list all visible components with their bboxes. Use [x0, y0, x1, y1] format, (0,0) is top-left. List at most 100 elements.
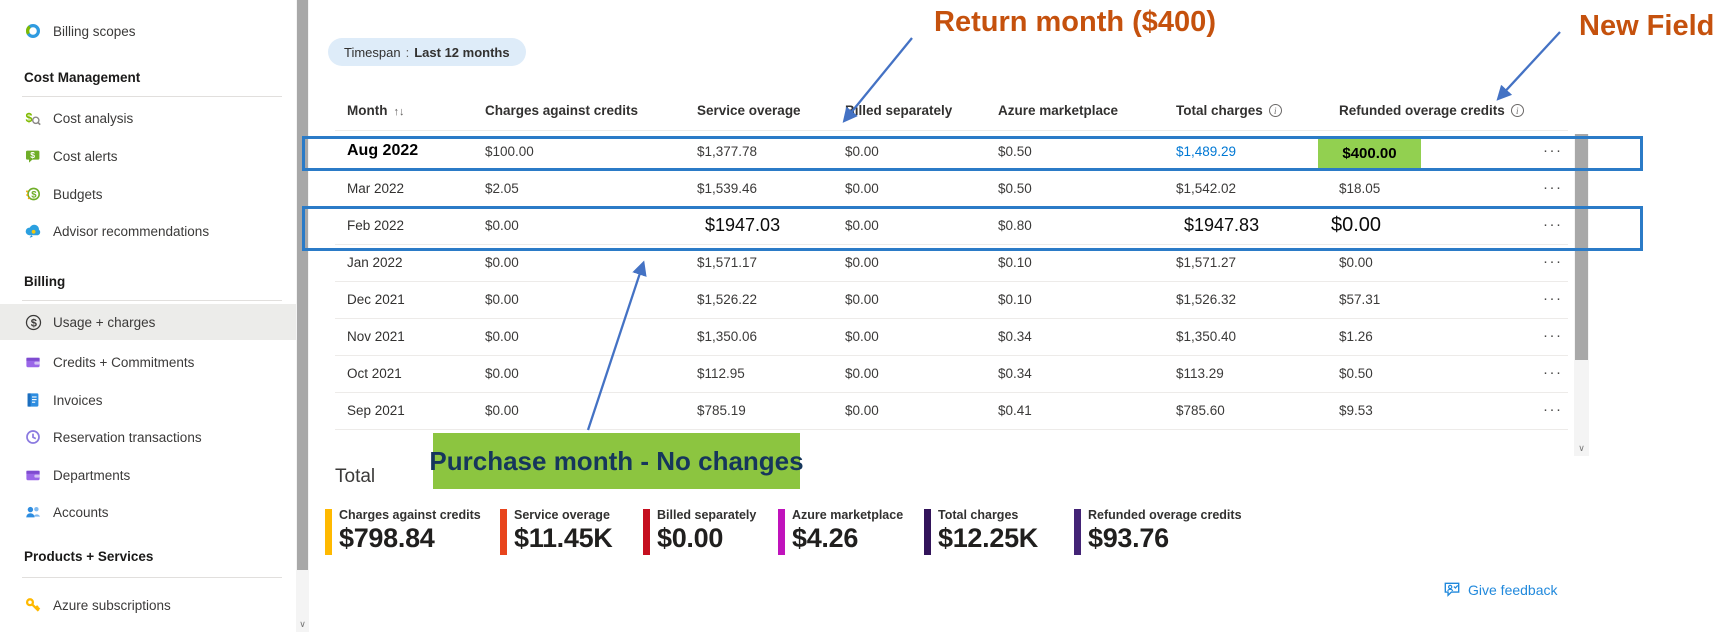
total-card-label: Charges against credits: [339, 508, 481, 522]
cost-alerts-icon: $: [25, 148, 41, 164]
total-card-color-bar: [325, 509, 332, 555]
sidebar-item-cost-alerts[interactable]: $ Cost alerts: [0, 141, 296, 171]
sidebar-item-credits-commitments[interactable]: Credits + Commitments: [0, 347, 296, 377]
column-header-refunded-overage-credits[interactable]: Refunded overage credits i: [1339, 103, 1524, 118]
row-context-menu-icon[interactable]: ···: [1543, 216, 1563, 233]
value-cell: $0.00: [485, 255, 519, 270]
timespan-label: Timespan: [344, 44, 401, 60]
value-cell: $0.00: [485, 218, 519, 233]
value-cell: $57.31: [1339, 292, 1381, 307]
sidebar-item-budgets[interactable]: $ Budgets: [0, 179, 296, 209]
reservation-transactions-icon: [25, 429, 41, 445]
value-cell: $0.00: [845, 329, 879, 344]
month-cell: Dec 2021: [347, 292, 405, 307]
row-divider: [335, 392, 1568, 393]
give-feedback-label: Give feedback: [1468, 581, 1558, 598]
value-cell: $0.00: [485, 403, 519, 418]
azure-subscriptions-icon: [25, 597, 41, 613]
row-context-menu-icon[interactable]: ···: [1543, 327, 1563, 344]
total-card-color-bar: [500, 509, 507, 555]
sidebar-item-invoices[interactable]: Invoices: [0, 385, 296, 415]
value-cell: $0.00: [845, 403, 879, 418]
total-card-label: Service overage: [514, 508, 610, 522]
value-cell[interactable]: $1,489.29: [1176, 144, 1237, 159]
total-card-value: $798.84: [339, 523, 435, 553]
advisor-recommendations-icon: [25, 223, 41, 239]
value-cell: $0.50: [998, 181, 1032, 196]
sidebar-item-advisor-recommendations[interactable]: Advisor recommendations: [0, 216, 296, 246]
column-header-month[interactable]: Month ↑↓: [347, 103, 405, 118]
sidebar-scroll-down-icon[interactable]: ∨: [296, 616, 309, 632]
sidebar-item-cost-analysis[interactable]: $ Cost analysis: [0, 103, 296, 133]
cost-analysis-icon: $: [25, 110, 41, 126]
value-cell: $112.95: [697, 366, 745, 381]
header-divider: [335, 130, 1568, 131]
column-header-service-overage[interactable]: Service overage: [697, 103, 801, 118]
column-header-azure-marketplace[interactable]: Azure marketplace: [998, 103, 1119, 118]
row-context-menu-icon[interactable]: ···: [1543, 253, 1563, 270]
budgets-icon: $: [25, 186, 41, 202]
value-cell: $0.00: [1339, 255, 1373, 270]
row-context-menu-icon[interactable]: ···: [1543, 179, 1563, 196]
row-context-menu-icon[interactable]: ···: [1543, 142, 1563, 159]
svg-text:$: $: [31, 317, 38, 329]
month-cell: Jan 2022: [347, 255, 403, 270]
sidebar-item-label: Billing scopes: [53, 24, 136, 39]
table-scrollbar[interactable]: ∨: [1574, 134, 1589, 456]
sidebar-item-billing-scopes[interactable]: Billing scopes: [0, 16, 296, 46]
value-cell: $1,350.40: [1176, 329, 1237, 344]
sidebar-item-label: Credits + Commitments: [53, 355, 195, 370]
feedback-icon: [1444, 582, 1460, 597]
sidebar-item-label: Advisor recommendations: [53, 224, 210, 239]
value-cell: $785.60: [1176, 403, 1225, 418]
sidebar-item-label: Invoices: [53, 393, 103, 408]
timespan-value: Last 12 months: [414, 44, 510, 60]
total-card-value: $12.25K: [938, 523, 1038, 553]
sidebar-item-reservation-transactions[interactable]: Reservation transactions: [0, 422, 296, 452]
sidebar-divider: [22, 577, 282, 578]
info-icon[interactable]: i: [1510, 104, 1524, 117]
column-header-billed-separately[interactable]: Billed separately: [845, 103, 953, 118]
value-cell: $113.29: [1176, 366, 1224, 381]
sort-arrows-icon[interactable]: ↑↓: [393, 106, 405, 118]
sidebar-item-departments[interactable]: Departments: [0, 460, 296, 490]
value-cell: $0.00: [845, 366, 879, 381]
value-cell: $2.05: [485, 181, 519, 196]
timespan-filter-pill[interactable]: Timespan : Last 12 months: [328, 38, 526, 66]
value-cell: $0.50: [1339, 366, 1373, 381]
value-cell: $785.19: [697, 403, 746, 418]
value-cell: $0.00: [485, 329, 519, 344]
row-divider: [335, 281, 1568, 282]
total-section-label: Total: [335, 466, 376, 487]
row-context-menu-icon[interactable]: ···: [1543, 364, 1563, 381]
row-context-menu-icon[interactable]: ···: [1543, 401, 1563, 418]
value-cell: $100.00: [485, 144, 534, 159]
purchase-month-annotation: Purchase month - No changes: [429, 433, 804, 489]
purchase-month-arrow-icon: [586, 260, 647, 431]
invoices-icon: [25, 392, 41, 408]
sidebar-item-usage-charges[interactable]: $ Usage + charges: [0, 304, 296, 340]
sidebar-item-accounts[interactable]: Accounts: [0, 497, 296, 527]
sidebar-item-label: Departments: [53, 468, 131, 483]
column-header-total-charges[interactable]: Total charges i: [1176, 103, 1282, 118]
sidebar-scrollbar[interactable]: ∨: [296, 0, 309, 632]
give-feedback-link[interactable]: Give feedback: [1443, 581, 1558, 598]
sidebar-item-azure-subscriptions[interactable]: Azure subscriptions: [0, 590, 296, 620]
value-cell: $1,377.78: [697, 144, 758, 159]
row-context-menu-icon[interactable]: ···: [1543, 290, 1563, 307]
total-card-label: Total charges: [938, 508, 1019, 522]
info-icon[interactable]: i: [1268, 104, 1282, 117]
column-header-charges-against-credits[interactable]: Charges against credits: [485, 103, 639, 118]
value-cell: $0.34: [998, 366, 1032, 381]
svg-text:$: $: [26, 111, 33, 125]
value-cell: $1947.83: [1184, 215, 1260, 235]
sidebar-scrollbar-thumb[interactable]: [297, 0, 308, 570]
table-scroll-down-icon[interactable]: ∨: [1574, 440, 1589, 456]
month-cell: Nov 2021: [347, 329, 405, 344]
table-scrollbar-thumb[interactable]: [1575, 134, 1588, 360]
svg-text:$: $: [30, 150, 35, 160]
value-cell: $0.10: [998, 292, 1032, 307]
total-card-label: Billed separately: [657, 508, 757, 522]
value-cell: $0.00: [845, 144, 879, 159]
purchase-month-annotation-text: Purchase month - No changes: [429, 445, 804, 476]
